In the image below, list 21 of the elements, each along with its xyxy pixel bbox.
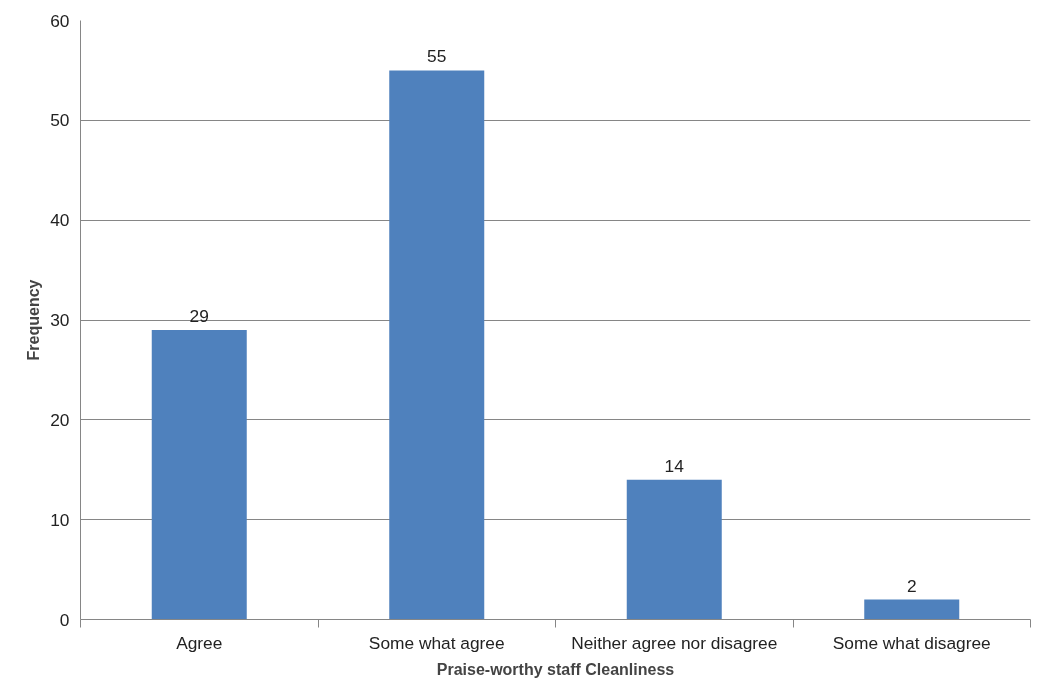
y-tick-label: 20 bbox=[50, 409, 70, 430]
y-tick-label: 0 bbox=[59, 609, 70, 630]
x-tick-label: Some what agree bbox=[368, 632, 505, 653]
y-axis-title: Frequency bbox=[25, 279, 43, 361]
bar bbox=[389, 70, 485, 620]
bar bbox=[151, 329, 247, 620]
x-tick-label: Agree bbox=[176, 632, 223, 653]
data-label: 14 bbox=[664, 455, 685, 476]
x-tick-label: Some what disagree bbox=[832, 632, 991, 653]
data-label: 2 bbox=[906, 575, 917, 596]
y-tick-label: 40 bbox=[50, 210, 70, 231]
y-tick-label: 10 bbox=[50, 509, 70, 530]
y-tick-label: 60 bbox=[50, 10, 70, 31]
bar bbox=[864, 599, 960, 620]
x-tick-label: Neither agree nor disagree bbox=[571, 632, 778, 653]
y-tick-label: 30 bbox=[50, 310, 70, 330]
x-axis-title: Praise-worthy staff Cleanliness bbox=[436, 660, 675, 678]
data-label: 29 bbox=[189, 305, 209, 326]
data-label: 55 bbox=[427, 46, 447, 67]
y-tick-label: 50 bbox=[50, 110, 70, 131]
bar bbox=[626, 479, 722, 620]
